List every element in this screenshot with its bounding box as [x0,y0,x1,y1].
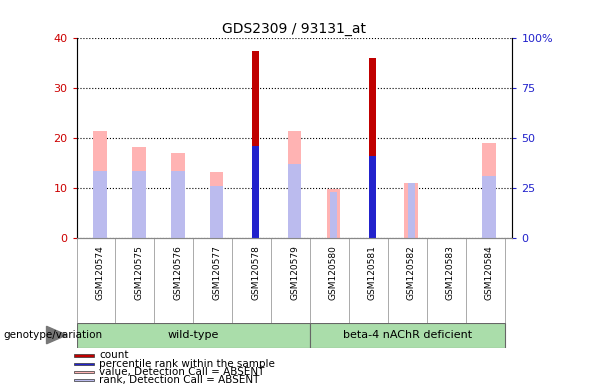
Bar [132,147,145,238]
Bar [171,170,184,238]
Bar [93,170,107,238]
Bar [77,323,310,348]
Bar [74,362,94,365]
Bar [252,146,259,238]
Bar [482,176,496,238]
Text: beta-4 nAChR deficient: beta-4 nAChR deficient [343,330,472,340]
Bar [287,164,302,238]
Text: GSM120579: GSM120579 [290,245,299,300]
Bar [482,143,496,238]
Bar [171,153,184,238]
Text: percentile rank within the sample: percentile rank within the sample [99,359,275,369]
Bar [74,379,94,381]
Text: GSM120583: GSM120583 [446,245,455,300]
Bar [210,186,223,238]
Bar [93,131,107,238]
Title: GDS2309 / 93131_at: GDS2309 / 93131_at [223,22,366,36]
Text: GSM120574: GSM120574 [95,245,104,300]
Text: rank, Detection Call = ABSENT: rank, Detection Call = ABSENT [99,375,260,384]
Bar [369,58,376,238]
Text: GSM120581: GSM120581 [368,245,377,300]
Bar [369,156,376,238]
Bar [74,371,94,373]
Text: GSM120584: GSM120584 [485,245,494,300]
Text: GSM120577: GSM120577 [212,245,221,300]
Bar [74,354,94,356]
Text: GSM120580: GSM120580 [329,245,338,300]
Bar [408,183,415,238]
Bar [327,189,340,238]
Bar [132,170,145,238]
Bar [287,131,302,238]
Bar [330,192,337,238]
Bar [405,183,418,238]
Text: GSM120575: GSM120575 [134,245,143,300]
Bar [310,323,505,348]
Text: GSM120576: GSM120576 [173,245,182,300]
Text: value, Detection Call = ABSENT: value, Detection Call = ABSENT [99,367,264,377]
Text: wild-type: wild-type [168,330,219,340]
Bar [369,207,376,238]
Text: count: count [99,351,129,361]
Bar [210,172,223,238]
Text: genotype/variation: genotype/variation [3,330,102,340]
Polygon shape [47,326,67,344]
Bar [252,51,259,238]
Text: GSM120578: GSM120578 [251,245,260,300]
Text: GSM120582: GSM120582 [407,245,416,300]
